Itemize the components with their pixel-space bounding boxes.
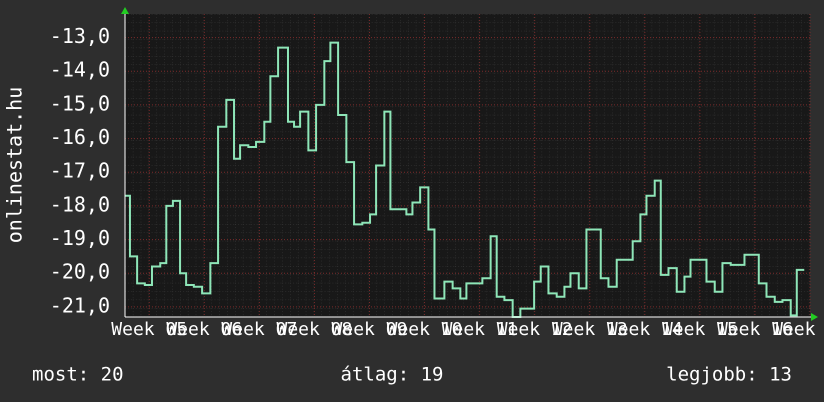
x-tick-label: Week 13: [552, 319, 628, 340]
x-tick-label: Week 11: [442, 319, 518, 340]
y-tick-label: -13,0: [50, 24, 110, 48]
data-line: [125, 41, 805, 318]
y-tick-label: -21,0: [50, 293, 110, 317]
y-tick-label: -17,0: [50, 159, 110, 183]
x-tick-label: Week 06: [166, 319, 242, 340]
x-tick-label: Week 07: [221, 319, 297, 340]
y-tick-label: -14,0: [50, 58, 110, 82]
x-tick-label: Week 14: [607, 319, 683, 340]
y-tick-label: -20,0: [50, 260, 110, 284]
y-axis-arrow: [121, 7, 129, 14]
y-tick-label: -16,0: [50, 125, 110, 149]
y-axis-title: onlinestat.hu: [3, 87, 27, 244]
x-tick-label: Week 15: [662, 319, 738, 340]
footer-best: legjobb: 13: [666, 364, 792, 386]
x-tick-label: Week 17: [772, 319, 824, 340]
marks: [125, 41, 805, 318]
y-tick-label: -15,0: [50, 91, 110, 115]
grid: [125, 14, 811, 317]
x-tick-label: Week 10: [387, 319, 463, 340]
x-axis-arrow: [811, 313, 818, 321]
x-tick-label: Week 08: [276, 319, 352, 340]
y-tick-label: -18,0: [50, 192, 110, 216]
footer-current: most: 20: [32, 364, 124, 386]
x-tick-label: Week 16: [717, 319, 793, 340]
footer-average: átlag: 19: [341, 364, 444, 386]
minor-grid: [125, 14, 810, 317]
x-tick-label: Week 09: [332, 319, 408, 340]
x-tick-label: Week 05: [111, 319, 187, 340]
y-tick-label: -19,0: [50, 226, 110, 250]
x-tick-label: Week 12: [497, 319, 573, 340]
